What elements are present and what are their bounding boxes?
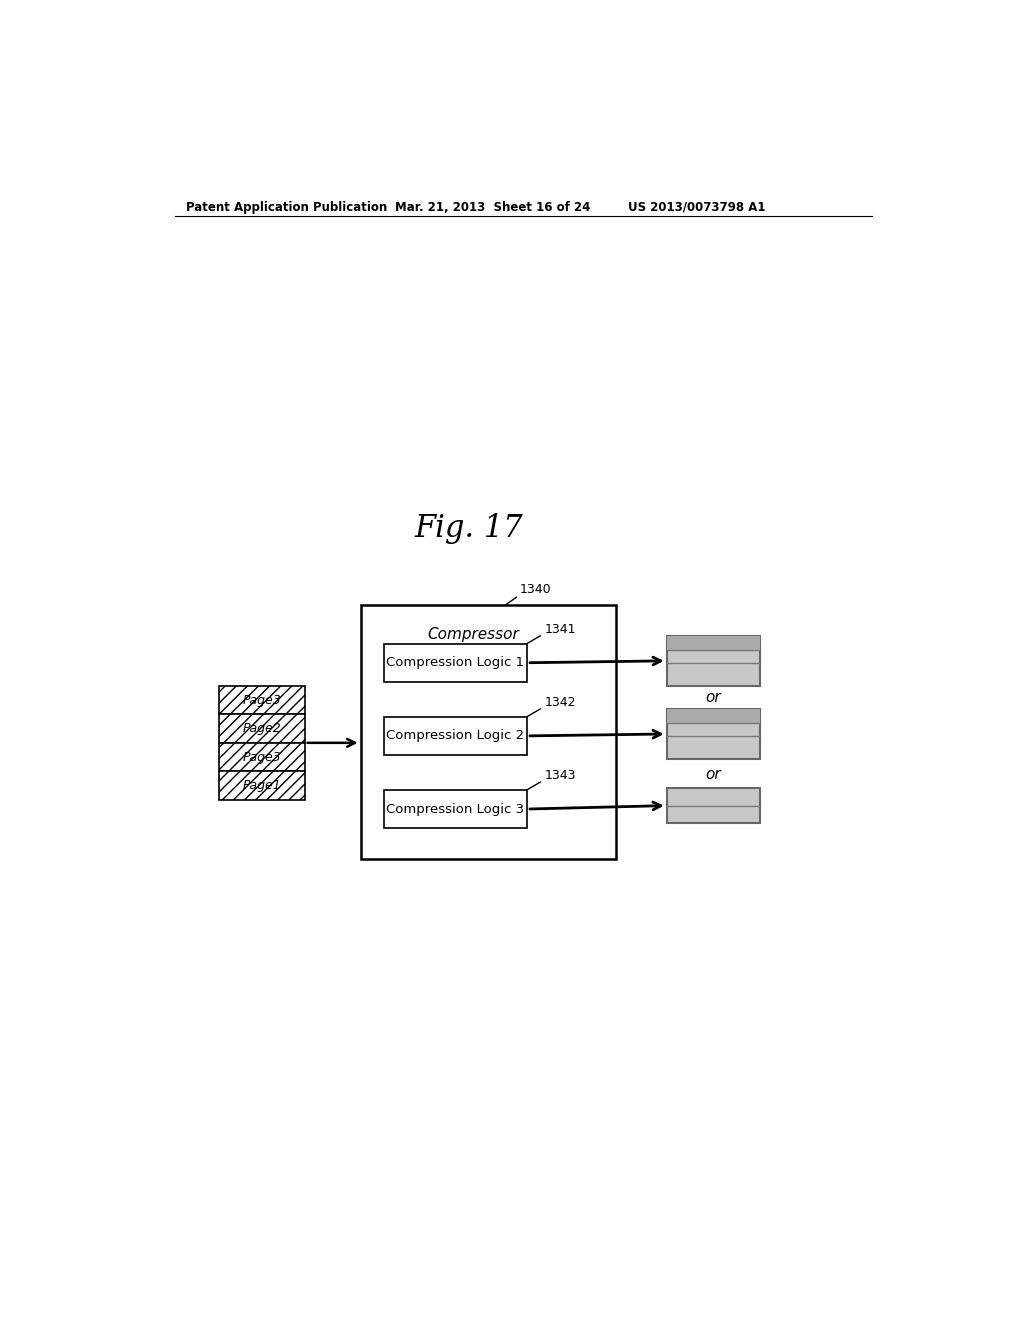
Bar [219, 743, 305, 771]
Text: Page1: Page1 [243, 779, 282, 792]
Text: 1340: 1340 [519, 582, 551, 595]
Text: Compression Logic 2: Compression Logic 2 [386, 730, 524, 742]
Bar [360, 605, 616, 859]
Text: Page2: Page2 [243, 722, 282, 735]
Bar [667, 636, 760, 649]
Bar [667, 709, 760, 759]
Bar [219, 686, 305, 714]
Text: Fig. 17: Fig. 17 [415, 512, 523, 544]
Text: or: or [706, 767, 721, 781]
Text: 1341: 1341 [545, 623, 577, 636]
Bar [667, 709, 760, 723]
Bar [384, 717, 527, 755]
Bar [667, 636, 760, 686]
Text: US 2013/0073798 A1: US 2013/0073798 A1 [628, 201, 765, 214]
Text: Compression Logic 3: Compression Logic 3 [386, 803, 524, 816]
Text: or: or [706, 690, 721, 705]
Text: Compression Logic 1: Compression Logic 1 [386, 656, 524, 669]
Text: Page3: Page3 [243, 751, 282, 763]
Bar [384, 644, 527, 682]
Bar [219, 714, 305, 743]
Text: Page3: Page3 [243, 693, 282, 706]
Text: Compressor: Compressor [427, 627, 519, 642]
Text: Mar. 21, 2013  Sheet 16 of 24: Mar. 21, 2013 Sheet 16 of 24 [395, 201, 591, 214]
Text: Patent Application Publication: Patent Application Publication [186, 201, 387, 214]
Text: 1342: 1342 [545, 696, 577, 709]
Bar [667, 788, 760, 822]
Bar [219, 771, 305, 800]
Text: 1343: 1343 [545, 770, 577, 781]
Bar [384, 789, 527, 829]
